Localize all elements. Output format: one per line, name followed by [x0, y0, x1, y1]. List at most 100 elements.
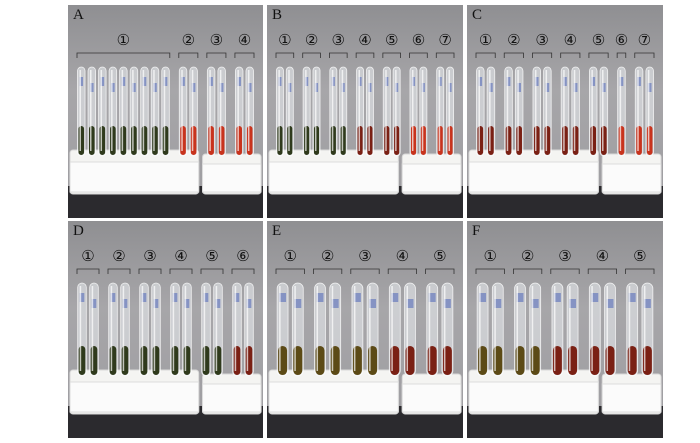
tube-liquid [505, 126, 512, 155]
tube-liquid [141, 126, 148, 155]
test-tube [560, 66, 570, 157]
test-tube [356, 66, 365, 157]
tube-liquid [180, 126, 186, 155]
tube-highlight [209, 70, 211, 151]
tube-writing [209, 77, 213, 86]
tube-highlight [506, 70, 509, 151]
group-label: ① [483, 247, 497, 265]
tube-liquid [287, 126, 293, 155]
group-label: ④ [595, 247, 610, 265]
group-bracket [634, 52, 655, 58]
tube-writing [247, 83, 252, 92]
tube-writing [191, 83, 196, 92]
test-tube [645, 66, 654, 157]
tube-writing [591, 77, 596, 86]
group-label: ⑤ [433, 247, 447, 265]
group-label: ⑤ [633, 247, 647, 265]
group-bracket [350, 268, 380, 274]
foam-rack-front [601, 383, 662, 413]
test-tube [87, 66, 96, 157]
tube-writing [391, 293, 399, 302]
tube-writing [278, 77, 282, 86]
test-tube [108, 282, 118, 377]
group-label: ② [304, 31, 319, 49]
test-tube [119, 66, 128, 157]
group-bracket [329, 52, 348, 58]
group-label: ⑥ [236, 247, 250, 265]
tube-liquid [183, 346, 191, 375]
tube-writing [545, 83, 550, 92]
tube-writing [288, 83, 292, 92]
tube-writing [553, 293, 561, 302]
group-label: ② [507, 31, 521, 49]
tube-liquid [90, 346, 98, 375]
tube-liquid [572, 126, 579, 155]
tube-writing [421, 83, 425, 92]
group-bracket [587, 268, 617, 274]
tube-writing [79, 77, 84, 86]
tube-liquid [357, 126, 363, 155]
group-label: ④ [174, 247, 188, 265]
tube-liquid [152, 346, 160, 375]
tube-highlight [421, 70, 424, 151]
tube-writing [448, 83, 452, 92]
tube-writing [341, 83, 345, 92]
tube-highlight [294, 286, 296, 371]
test-tube [634, 66, 644, 157]
tube-highlight [368, 70, 370, 151]
test-tube [77, 282, 87, 377]
tube-writing [153, 299, 159, 308]
tube-writing [331, 299, 339, 308]
group-bracket [206, 52, 227, 58]
tube-highlight [314, 70, 317, 151]
foam-rack-front [601, 163, 662, 193]
tube-highlight [215, 286, 218, 371]
tube-writing [368, 83, 372, 92]
group-bracket [302, 52, 321, 58]
tube-highlight [153, 70, 155, 151]
group-label: ④ [563, 31, 578, 49]
tube-writing [517, 83, 521, 92]
tube-writing [569, 299, 577, 308]
tube-writing [203, 293, 209, 302]
test-tube [491, 282, 504, 377]
tube-liquid [233, 346, 241, 375]
group-bracket [625, 268, 655, 274]
tube-highlight [369, 286, 371, 371]
tube-writing [563, 77, 567, 86]
tube-highlight [448, 70, 451, 151]
tube-liquid [437, 126, 443, 155]
test-tube [604, 282, 616, 377]
tube-highlight [141, 286, 144, 371]
tube-highlight [153, 286, 156, 371]
panel-photo-illustration [267, 268, 463, 438]
tube-highlight [110, 286, 113, 371]
tube-highlight [100, 70, 103, 151]
tube-liquid [488, 126, 494, 155]
test-tube [365, 66, 374, 157]
test-tube [599, 66, 609, 157]
tube-writing [100, 77, 105, 86]
tube-highlight [219, 70, 222, 151]
test-tube [641, 282, 654, 377]
tube-highlight [79, 70, 81, 151]
group-bracket [475, 52, 496, 58]
group-label: ⑦ [438, 31, 452, 49]
tube-writing [91, 299, 97, 308]
tube-liquid [99, 126, 106, 155]
test-tube [206, 66, 216, 157]
tube-liquid [246, 126, 253, 155]
group-label: ② [181, 31, 196, 49]
test-tube [382, 66, 391, 157]
tube-writing [110, 293, 116, 302]
tube-highlight [406, 286, 409, 371]
group-bracket [355, 52, 375, 58]
tube-liquid [516, 126, 522, 155]
tube-highlight [246, 286, 249, 371]
test-tube [129, 66, 139, 157]
test-tube [275, 66, 284, 157]
group-bracket [178, 52, 199, 58]
group-label: ③ [558, 247, 572, 265]
tube-highlight [91, 286, 94, 371]
